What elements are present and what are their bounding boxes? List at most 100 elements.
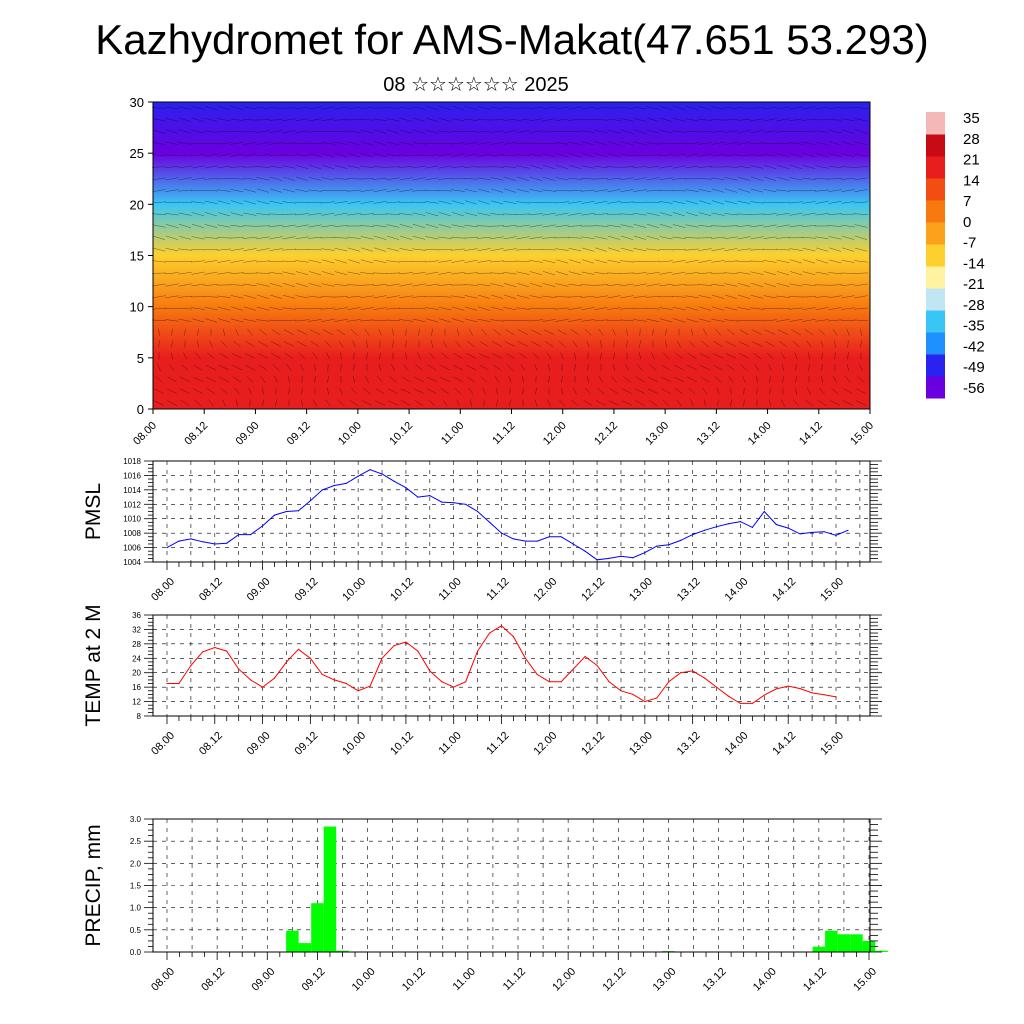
y-tick-label: 10 <box>130 300 144 315</box>
wind-barb <box>321 212 335 216</box>
wind-barb <box>386 247 400 252</box>
wind-barb <box>815 106 829 110</box>
wind-barb <box>581 200 595 204</box>
x-tick-label: 13.00 <box>627 576 655 604</box>
wind-barb <box>230 272 244 275</box>
wind-barb <box>619 272 635 274</box>
wind-barb <box>204 200 218 204</box>
wind-barb <box>217 212 231 217</box>
wind-barb <box>571 399 579 407</box>
wind-barb <box>425 283 439 287</box>
wind-barb <box>568 106 582 110</box>
wind-barb <box>496 399 498 407</box>
wind-barb <box>854 189 868 193</box>
chart-title: Kazhydromet for AMS-Makat(47.651 53.293) <box>95 16 929 63</box>
x-tick-label: 15.00 <box>851 966 879 994</box>
wind-barb <box>815 295 829 298</box>
wind-barb <box>737 188 751 193</box>
wind-barb <box>794 387 798 395</box>
wind-barb <box>516 271 530 275</box>
wind-barb <box>165 235 179 240</box>
wind-barb <box>308 283 322 287</box>
wind-barb <box>463 178 479 180</box>
pmsl-axis-title: PMSL <box>82 483 105 540</box>
wind-barb <box>698 248 712 251</box>
wind-barb <box>217 224 231 228</box>
wind-barb <box>205 364 217 371</box>
wind-barb <box>321 177 335 181</box>
precip-bar <box>336 950 349 952</box>
wind-barb <box>503 294 517 299</box>
wind-barb <box>769 375 771 383</box>
wind-barb <box>847 352 849 360</box>
wind-barb <box>464 272 478 275</box>
wind-barb <box>373 224 387 228</box>
wind-barb <box>594 236 608 240</box>
wind-barb <box>762 201 778 203</box>
chart-subtitle: 08 ☆☆☆☆☆☆ 2025 <box>383 74 569 96</box>
wind-barb <box>711 188 725 193</box>
pmsl-point <box>417 496 419 498</box>
wind-barb <box>854 319 868 322</box>
wind-barb <box>307 308 323 310</box>
wind-barb <box>178 177 192 181</box>
wind-barb <box>334 118 348 121</box>
wind-barb <box>854 260 868 263</box>
wind-barb <box>308 295 322 298</box>
wind-barb <box>441 352 449 359</box>
wind-barb <box>347 236 361 239</box>
wind-barb <box>503 236 517 240</box>
wind-barb <box>737 118 751 121</box>
wind-barb <box>580 178 596 180</box>
wind-barb <box>828 129 842 134</box>
wind-barb <box>751 341 763 347</box>
wind-barb <box>425 117 439 122</box>
pmsl-point <box>357 475 359 477</box>
wind-barb <box>490 236 504 240</box>
pmsl-point <box>190 538 192 540</box>
x-tick-label: 14.00 <box>751 966 779 994</box>
wind-barb <box>633 129 647 134</box>
wind-barb <box>607 177 621 180</box>
wind-barb <box>723 225 739 227</box>
wind-barb <box>727 329 735 336</box>
wind-barb <box>594 295 608 299</box>
wind-barb <box>620 201 634 204</box>
colorbar-label: 14 <box>963 172 980 189</box>
wind-barb <box>821 364 823 372</box>
wind-barb <box>854 235 868 240</box>
wind-barb <box>269 118 283 121</box>
wind-barb <box>350 328 358 336</box>
wind-barb <box>464 200 478 205</box>
wind-barb <box>229 284 245 286</box>
wind-barb <box>792 340 800 348</box>
wind-barb <box>178 235 192 240</box>
wind-barb <box>607 201 621 204</box>
wind-barb <box>399 189 413 192</box>
wind-barb <box>326 352 330 360</box>
wind-barb <box>360 307 374 311</box>
wind-barb <box>817 400 827 406</box>
wind-barb <box>828 141 842 146</box>
wind-barb <box>529 236 543 240</box>
wind-barb <box>243 153 257 157</box>
wind-barb <box>399 295 413 299</box>
wind-barb <box>542 283 556 287</box>
wind-barb <box>645 260 661 262</box>
wind-barb <box>659 154 673 157</box>
wind-barb <box>808 364 810 372</box>
wind-barb <box>801 296 817 298</box>
wind-barb <box>451 212 465 217</box>
wind-barb <box>749 319 765 321</box>
wind-barb <box>671 142 687 144</box>
wind-barb <box>192 376 204 383</box>
wind-barb <box>724 177 738 181</box>
wind-barb <box>482 387 486 395</box>
wind-barb <box>854 154 868 157</box>
wind-barb <box>490 154 504 157</box>
wind-barb <box>855 388 867 394</box>
wind-barb <box>711 153 725 157</box>
wind-barb <box>698 306 712 311</box>
wind-barb <box>831 388 839 395</box>
wind-barb <box>347 130 361 133</box>
